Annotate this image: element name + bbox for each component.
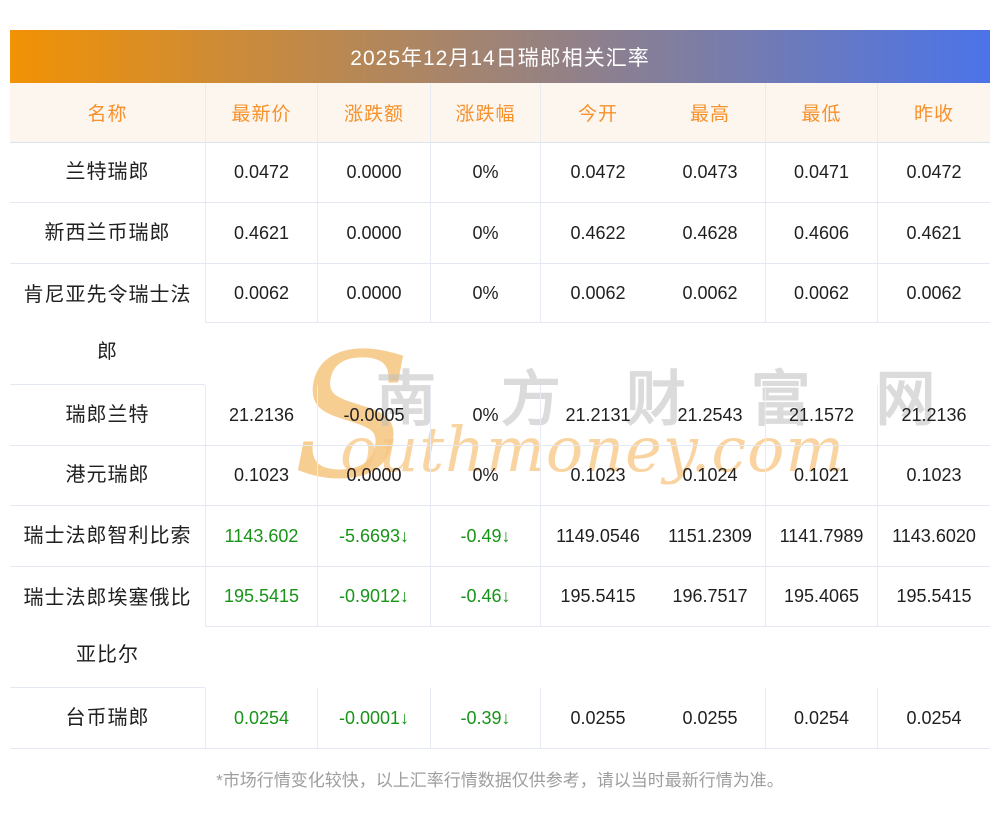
low-cell: 0.0254: [765, 688, 877, 749]
change-percent-cell: 0%: [430, 143, 540, 203]
prev-close-cell: 21.2136: [877, 385, 990, 446]
high-cell: 0.1024: [655, 446, 765, 506]
col-header-open: 今开: [540, 83, 655, 143]
col-header-name: 名称: [10, 83, 205, 143]
title-banner: 2025年12月14日瑞郎相关汇率: [10, 30, 990, 83]
open-cell: 0.0062: [540, 264, 655, 323]
latest-price-cell: 195.5415: [205, 567, 317, 627]
empty-cell: [205, 627, 317, 688]
rate-name-cell: 台币瑞郎: [10, 688, 205, 749]
empty-cell: [655, 627, 765, 688]
empty-cell: [877, 627, 990, 688]
change-amount-cell: 0.0000: [317, 264, 430, 323]
open-cell: 195.5415: [540, 567, 655, 627]
change-percent-cell: -0.46↓: [430, 567, 540, 627]
empty-cell: [765, 627, 877, 688]
rate-name-cell: 瑞士法郎埃塞俄比 亚比尔: [10, 567, 205, 688]
change-amount-cell: 0.0000: [317, 446, 430, 506]
rate-name-cell: 肯尼亚先令瑞士法 郎: [10, 264, 205, 385]
open-cell: 1149.0546: [540, 506, 655, 567]
page: 2025年12月14日瑞郎相关汇率 S 南 方 财 富 网 outhmoney.…: [0, 30, 1000, 791]
open-cell: 0.4622: [540, 203, 655, 264]
low-cell: 0.0471: [765, 143, 877, 203]
empty-cell: [877, 323, 990, 385]
change-amount-cell: -0.0001↓: [317, 688, 430, 749]
latest-price-cell: 0.4621: [205, 203, 317, 264]
rate-name-cell: 新西兰币瑞郎: [10, 203, 205, 264]
empty-cell: [430, 323, 540, 385]
empty-cell: [205, 323, 317, 385]
change-percent-cell: -0.49↓: [430, 506, 540, 567]
change-percent-cell: 0%: [430, 446, 540, 506]
high-cell: 1151.2309: [655, 506, 765, 567]
prev-close-cell: 0.0472: [877, 143, 990, 203]
col-header-high: 最高: [655, 83, 765, 143]
empty-cell: [765, 323, 877, 385]
low-cell: 0.0062: [765, 264, 877, 323]
col-header-latest-price: 最新价: [205, 83, 317, 143]
change-amount-cell: 0.0000: [317, 143, 430, 203]
prev-close-cell: 0.0062: [877, 264, 990, 323]
high-cell: 0.4628: [655, 203, 765, 264]
latest-price-cell: 0.0062: [205, 264, 317, 323]
disclaimer-note: *市场行情变化较快，以上汇率行情数据仅供参考，请以当时最新行情为准。: [216, 771, 784, 790]
latest-price-cell: 0.1023: [205, 446, 317, 506]
prev-close-cell: 1143.6020: [877, 506, 990, 567]
page-title: 2025年12月14日瑞郎相关汇率: [350, 46, 650, 70]
high-cell: 196.7517: [655, 567, 765, 627]
latest-price-cell: 21.2136: [205, 385, 317, 446]
empty-cell: [655, 323, 765, 385]
change-percent-cell: 0%: [430, 203, 540, 264]
latest-price-cell: 0.0472: [205, 143, 317, 203]
empty-cell: [540, 323, 655, 385]
high-cell: 0.0473: [655, 143, 765, 203]
prev-close-cell: 0.0254: [877, 688, 990, 749]
low-cell: 1141.7989: [765, 506, 877, 567]
empty-cell: [430, 627, 540, 688]
rate-name-cell: 港元瑞郎: [10, 446, 205, 506]
rate-name-cell: 兰特瑞郎: [10, 143, 205, 203]
change-percent-cell: -0.39↓: [430, 688, 540, 749]
change-percent-cell: 0%: [430, 385, 540, 446]
col-header-low: 最低: [765, 83, 877, 143]
open-cell: 0.1023: [540, 446, 655, 506]
low-cell: 21.1572: [765, 385, 877, 446]
change-amount-cell: -0.0005: [317, 385, 430, 446]
low-cell: 0.4606: [765, 203, 877, 264]
open-cell: 21.2131: [540, 385, 655, 446]
prev-close-cell: 195.5415: [877, 567, 990, 627]
latest-price-cell: 0.0254: [205, 688, 317, 749]
rates-grid: 名称 最新价 涨跌额 涨跌幅 今开 最高 最低 昨收 兰特瑞郎 0.0472 0…: [10, 83, 990, 749]
empty-cell: [317, 627, 430, 688]
rate-name-cell: 瑞士法郎智利比索: [10, 506, 205, 567]
rate-name-cell: 瑞郎兰特: [10, 385, 205, 446]
low-cell: 195.4065: [765, 567, 877, 627]
high-cell: 0.0255: [655, 688, 765, 749]
change-amount-cell: -5.6693↓: [317, 506, 430, 567]
open-cell: 0.0472: [540, 143, 655, 203]
col-header-prev-close: 昨收: [877, 83, 990, 143]
empty-cell: [540, 627, 655, 688]
col-header-change-percent: 涨跌幅: [430, 83, 540, 143]
high-cell: 0.0062: [655, 264, 765, 323]
latest-price-cell: 1143.602: [205, 506, 317, 567]
change-amount-cell: 0.0000: [317, 203, 430, 264]
high-cell: 21.2543: [655, 385, 765, 446]
empty-cell: [317, 323, 430, 385]
open-cell: 0.0255: [540, 688, 655, 749]
change-percent-cell: 0%: [430, 264, 540, 323]
rates-table: S 南 方 财 富 网 outhmoney.com 名称 最新价 涨跌额 涨跌幅…: [10, 83, 990, 749]
col-header-change-amount: 涨跌额: [317, 83, 430, 143]
prev-close-cell: 0.4621: [877, 203, 990, 264]
prev-close-cell: 0.1023: [877, 446, 990, 506]
change-amount-cell: -0.9012↓: [317, 567, 430, 627]
low-cell: 0.1021: [765, 446, 877, 506]
